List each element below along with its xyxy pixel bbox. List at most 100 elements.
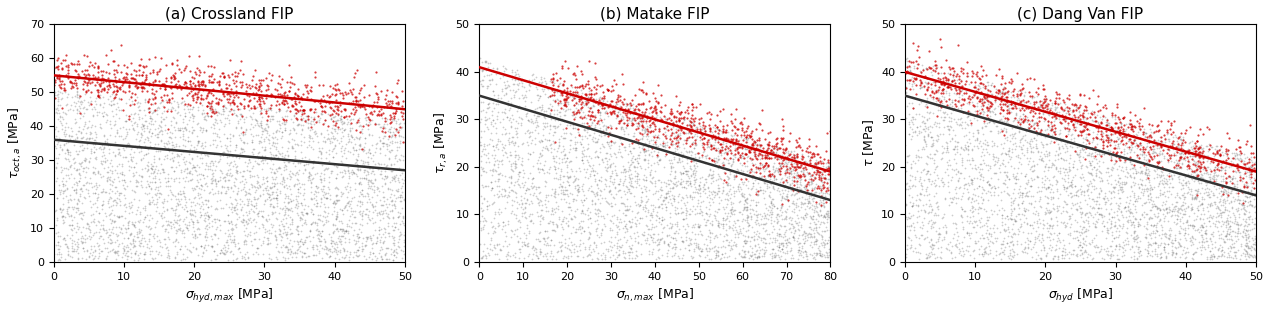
Point (1119, 201, 1139, 206)
Point (67, 236, 88, 241)
Point (777, 193, 798, 198)
Point (989, 251, 1010, 256)
Point (540, 242, 560, 247)
Point (636, 137, 657, 142)
Point (1163, 141, 1184, 146)
Point (928, 207, 949, 212)
Point (385, 153, 405, 158)
Point (751, 176, 771, 181)
Point (911, 124, 931, 129)
Point (961, 178, 982, 183)
Point (585, 212, 606, 217)
Point (927, 96, 947, 101)
Point (140, 200, 160, 205)
Point (485, 211, 505, 216)
Point (692, 198, 712, 203)
Point (226, 89, 246, 94)
Point (56, 194, 76, 199)
Point (1214, 151, 1234, 156)
Point (235, 225, 255, 230)
Point (161, 61, 182, 66)
Point (643, 121, 663, 126)
Point (636, 149, 657, 154)
Point (249, 162, 269, 167)
Point (154, 197, 174, 202)
Point (909, 176, 930, 181)
Point (119, 116, 140, 121)
Point (541, 207, 561, 212)
Point (241, 182, 262, 187)
Point (357, 191, 377, 196)
Point (712, 126, 733, 131)
Point (763, 176, 784, 181)
Point (673, 223, 693, 228)
Point (695, 129, 715, 134)
Point (499, 241, 519, 246)
Point (314, 168, 334, 173)
Point (1231, 170, 1251, 175)
Point (61, 172, 81, 177)
Point (183, 95, 203, 100)
Point (799, 198, 819, 203)
Point (310, 231, 330, 236)
Point (772, 141, 792, 146)
Point (89, 81, 109, 86)
Point (671, 177, 691, 182)
Point (260, 145, 281, 150)
Point (124, 77, 145, 82)
Point (747, 222, 767, 227)
Point (771, 203, 791, 208)
Point (1128, 221, 1148, 226)
Point (772, 176, 792, 181)
Point (710, 149, 730, 154)
Point (975, 245, 996, 250)
Point (75, 121, 95, 126)
Point (389, 127, 409, 132)
Point (391, 176, 411, 181)
Point (1069, 132, 1090, 137)
Point (992, 94, 1012, 99)
Point (573, 202, 593, 207)
Point (1071, 112, 1091, 117)
Point (701, 143, 721, 148)
Point (1069, 105, 1090, 110)
Point (371, 254, 391, 259)
Point (810, 200, 831, 205)
Point (505, 190, 526, 195)
Point (352, 103, 372, 108)
Point (754, 250, 775, 255)
Point (677, 108, 697, 113)
Point (316, 190, 337, 195)
Point (345, 98, 366, 103)
Point (690, 179, 710, 184)
Point (1024, 219, 1044, 224)
Point (547, 206, 568, 211)
Point (155, 241, 175, 246)
Point (1060, 216, 1081, 221)
Point (804, 231, 824, 236)
Point (1129, 164, 1149, 169)
Point (263, 162, 283, 167)
Point (474, 143, 494, 148)
Point (351, 128, 371, 133)
Point (653, 201, 673, 206)
Point (335, 235, 356, 240)
Point (495, 130, 516, 135)
Point (1134, 130, 1154, 135)
Point (177, 208, 197, 213)
Point (124, 251, 145, 256)
Point (758, 130, 779, 135)
Point (204, 249, 225, 254)
Point (227, 121, 248, 126)
Point (550, 121, 570, 126)
Point (97, 254, 117, 259)
Point (328, 229, 348, 234)
Point (291, 243, 311, 248)
Point (904, 64, 925, 69)
Point (1148, 194, 1168, 199)
Point (1106, 128, 1126, 133)
Point (996, 99, 1016, 104)
Point (272, 150, 292, 155)
Point (1190, 222, 1210, 227)
Point (1048, 236, 1068, 241)
